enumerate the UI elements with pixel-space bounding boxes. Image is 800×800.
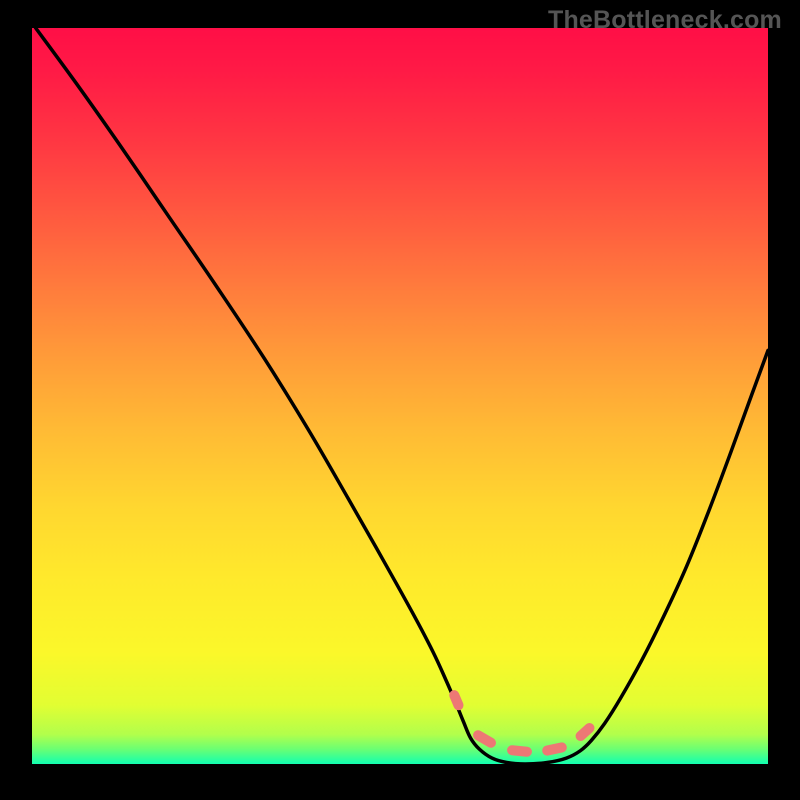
chart-frame: TheBottleneck.com xyxy=(0,0,800,800)
highlight-dash xyxy=(448,689,465,712)
highlight-dash xyxy=(541,742,568,757)
highlight-dash xyxy=(471,728,498,749)
plot-area xyxy=(32,28,768,764)
highlight-dash xyxy=(506,745,532,758)
highlight-dash xyxy=(574,721,597,743)
watermark-text: TheBottleneck.com xyxy=(548,6,782,35)
highlight-dashes xyxy=(32,28,768,764)
